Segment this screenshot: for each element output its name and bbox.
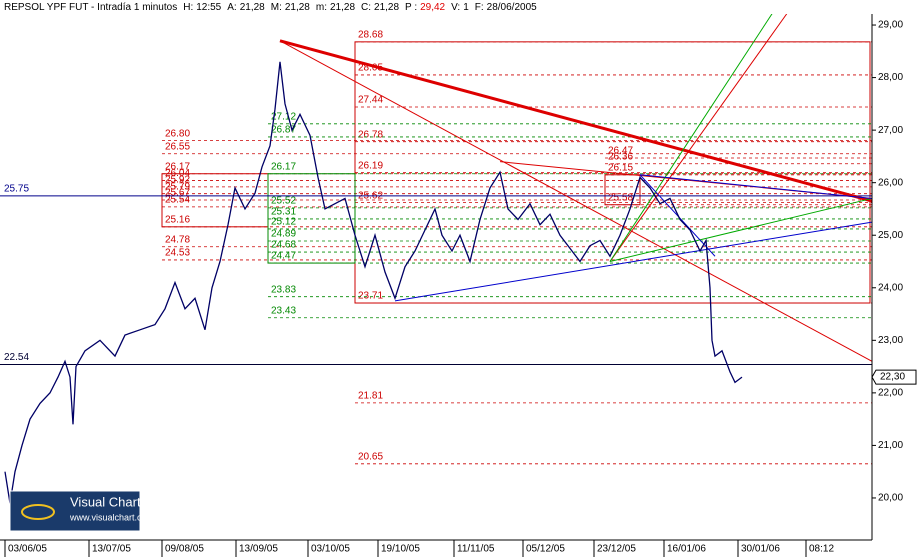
trendline bbox=[279, 39, 873, 203]
level-label: 26.36 bbox=[608, 151, 633, 162]
header-label: A: bbox=[227, 2, 236, 13]
level-label: 28.68 bbox=[358, 29, 383, 40]
logo-box bbox=[9, 490, 141, 532]
header-label: P : bbox=[405, 2, 417, 13]
logo: Visual Chart www.visualchart.com bbox=[9, 490, 154, 532]
level-label: 23.83 bbox=[271, 284, 296, 295]
x-tick-label: 03/10/05 bbox=[311, 544, 350, 555]
level-label: 26.04 bbox=[165, 168, 190, 179]
level-label: 27.12 bbox=[271, 111, 296, 122]
level-label: 26.55 bbox=[165, 141, 190, 152]
x-tick-label: 16/01/06 bbox=[667, 544, 706, 555]
horizontal-line-label: 22.54 bbox=[4, 352, 29, 363]
header-value: 1 bbox=[463, 2, 469, 13]
level-label: 26.47 bbox=[608, 146, 633, 157]
level-label: 25.79 bbox=[165, 181, 190, 192]
header-label: F: bbox=[475, 2, 484, 13]
y-tick-label: 25,00 bbox=[878, 230, 903, 241]
level-label: 25.58 bbox=[608, 192, 633, 203]
header-value: 21,28 bbox=[285, 2, 310, 13]
level-label: 26.78 bbox=[358, 129, 383, 140]
level-label: 26.15 bbox=[608, 162, 633, 173]
level-label: 26.87 bbox=[271, 125, 296, 136]
header: REPSOL YPF FUT - Intradía 1 minutos H: 12:… bbox=[4, 2, 537, 13]
x-tick-label: 30/01/06 bbox=[741, 544, 780, 555]
y-tick-label: 28,00 bbox=[878, 72, 903, 83]
trendline bbox=[609, 197, 873, 262]
header-label: M: bbox=[271, 2, 282, 13]
header-label: m: bbox=[316, 2, 327, 13]
level-label: 28.05 bbox=[358, 63, 383, 74]
trendline bbox=[609, 8, 776, 262]
last-price-marker bbox=[871, 369, 917, 385]
level-label: 24.89 bbox=[271, 229, 296, 240]
level-label: 25.52 bbox=[271, 196, 296, 207]
price-line bbox=[4, 61, 743, 504]
y-tick-label: 26,00 bbox=[878, 177, 903, 188]
level-label: 24.78 bbox=[165, 234, 190, 245]
header-label: V: bbox=[451, 2, 460, 13]
x-tick-label: 11/11/05 bbox=[457, 544, 495, 555]
level-label: 25.12 bbox=[271, 217, 296, 228]
symbol: REPSOL YPF FUT - Intradía 1 minutos bbox=[4, 2, 177, 13]
level-box bbox=[604, 174, 641, 206]
y-tick-label: 29,00 bbox=[878, 20, 903, 31]
logo-title: Visual Chart bbox=[70, 494, 141, 509]
level-label: 25.92 bbox=[165, 175, 190, 186]
x-tick-label: 23/12/05 bbox=[597, 544, 636, 555]
header-value: 21,28 bbox=[330, 2, 355, 13]
header-label: H: bbox=[183, 2, 193, 13]
plot-area: 28.6828.0527.4426.7826.1925.6223.7121.81… bbox=[0, 8, 873, 504]
level-label: 21.81 bbox=[358, 390, 383, 401]
level-label: 25.67 bbox=[165, 188, 190, 199]
x-tick-label: 13/09/05 bbox=[239, 544, 278, 555]
level-label: 27.44 bbox=[358, 95, 383, 106]
y-tick-label: 23,00 bbox=[878, 335, 903, 346]
y-tick-label: 24,00 bbox=[878, 282, 903, 293]
header-value: 21,28 bbox=[374, 2, 399, 13]
level-label: 26.19 bbox=[358, 160, 383, 171]
header-value: 28/06/2005 bbox=[487, 2, 537, 13]
level-label: 25.31 bbox=[271, 207, 296, 218]
trendline bbox=[609, 8, 791, 262]
header-value: 29,42 bbox=[420, 2, 445, 13]
trendline bbox=[394, 221, 873, 302]
level-label: 26.17 bbox=[165, 161, 190, 172]
x-tick-label: 19/10/05 bbox=[381, 544, 420, 555]
level-label: 24.47 bbox=[271, 251, 296, 262]
y-tick-label: 21,00 bbox=[878, 440, 903, 451]
x-tick-label: 13/07/05 bbox=[92, 544, 131, 555]
level-label: 25.16 bbox=[165, 214, 190, 225]
header-bar bbox=[0, 0, 917, 14]
level-label: 23.43 bbox=[271, 305, 296, 316]
level-label: 23.71 bbox=[358, 291, 383, 302]
logo-icon bbox=[21, 504, 55, 520]
level-label: 25.54 bbox=[165, 194, 190, 205]
header-value: 12:55 bbox=[196, 2, 221, 13]
logo-url: www.visualchart.com bbox=[69, 512, 154, 522]
y-tick-label: 20,00 bbox=[878, 493, 903, 504]
x-tick-label: 09/08/05 bbox=[165, 544, 204, 555]
trendline bbox=[279, 40, 873, 362]
level-label: 24.53 bbox=[165, 248, 190, 259]
y-tick-label: 22,00 bbox=[878, 388, 903, 399]
level-label: 20.65 bbox=[358, 451, 383, 462]
horizontal-line-label: 25.75 bbox=[4, 183, 29, 194]
header-value: 21,28 bbox=[240, 2, 265, 13]
x-tick-label: 08:12 bbox=[809, 544, 834, 555]
level-label: 24.68 bbox=[271, 240, 296, 251]
last-price-label: 22,30 bbox=[880, 372, 905, 383]
header-label: C: bbox=[361, 2, 371, 13]
level-label: 26.17 bbox=[271, 161, 296, 172]
y-tick-label: 27,00 bbox=[878, 125, 903, 136]
x-tick-label: 05/12/05 bbox=[526, 544, 565, 555]
trendline bbox=[639, 174, 873, 199]
level-label: 26.80 bbox=[165, 128, 190, 139]
x-tick-label: 03/06/05 bbox=[8, 544, 47, 555]
